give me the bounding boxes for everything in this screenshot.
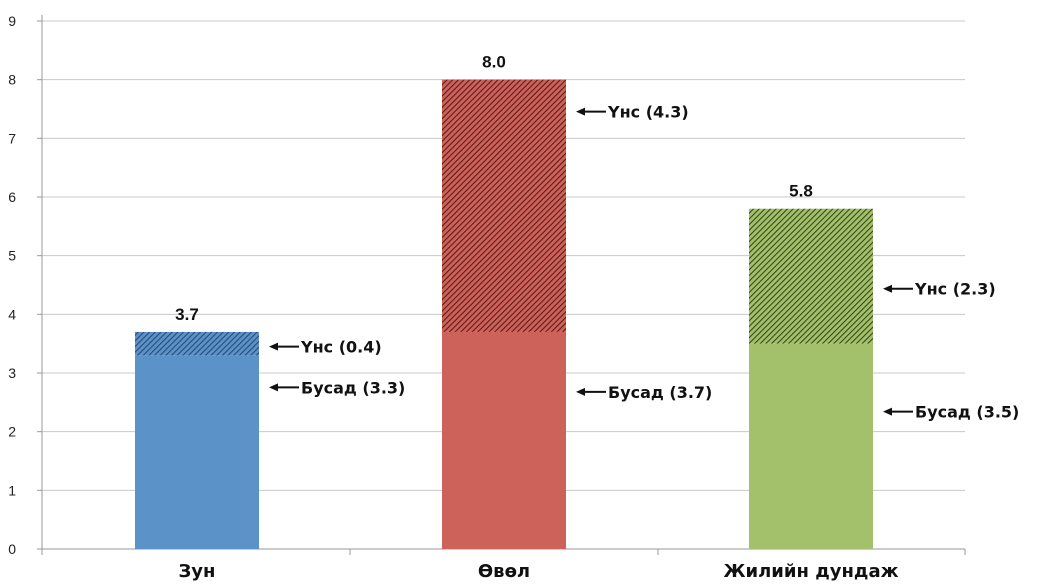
annotation-arrow-head xyxy=(576,107,585,116)
y-tick-label: 2 xyxy=(8,424,16,440)
category-label: Жилийн дундаж xyxy=(723,561,898,582)
labels: 0 1 2 3 4 5 6 7 8 9 3.7 Зун 8.0 Өвөл 5.8 Жилийн дундаж Ү… xyxy=(8,13,1019,582)
annotation-label: Үнс (2.3) xyxy=(914,280,996,299)
y-tick-label: 7 xyxy=(8,130,16,146)
bar-segment-other xyxy=(442,331,566,549)
annotation-label: Үнс (4.3) xyxy=(607,103,689,122)
y-tick-label: 0 xyxy=(8,541,16,557)
annotation-label: Бусад (3.7) xyxy=(608,383,712,402)
annotation-label: Үнс (0.4) xyxy=(300,338,382,357)
annotation-arrow-head xyxy=(269,383,278,392)
y-tick-label: 3 xyxy=(8,365,16,381)
bar-segment-other xyxy=(135,355,259,549)
annotation-arrow-head xyxy=(883,407,892,416)
y-tick-label: 5 xyxy=(8,248,16,264)
annotation-label: Бусад (3.5) xyxy=(915,403,1019,422)
category-label: Зун xyxy=(179,561,216,582)
total-label: 5.8 xyxy=(789,182,813,201)
bar-segment-ash xyxy=(442,79,566,332)
y-tick-label: 9 xyxy=(8,13,16,29)
y-tick-label: 1 xyxy=(8,482,16,498)
annotation-arrow-head xyxy=(576,387,585,396)
bar-segment-other xyxy=(749,343,873,549)
y-tick-label: 8 xyxy=(8,72,16,88)
y-tick-label: 4 xyxy=(8,306,16,322)
bar-segment-ash xyxy=(749,208,873,344)
total-label: 8.0 xyxy=(482,53,506,72)
annotation-label: Бусад (3.3) xyxy=(301,378,405,397)
annotation-arrow-head xyxy=(269,342,278,351)
bars xyxy=(135,79,873,549)
total-label: 3.7 xyxy=(175,305,199,324)
category-label: Өвөл xyxy=(478,561,530,582)
y-tick-label: 6 xyxy=(8,189,16,205)
bar-segment-ash xyxy=(135,331,259,356)
annotation-arrow-head xyxy=(883,284,892,293)
